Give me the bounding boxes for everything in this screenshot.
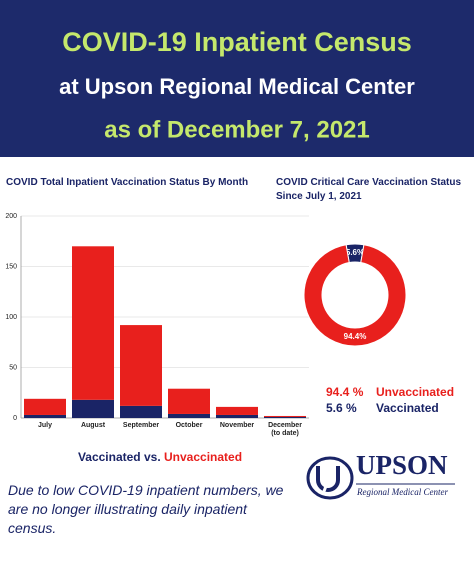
y-tick-label: 0: [13, 415, 17, 422]
legend-entry: Unvaccinated: [164, 450, 243, 464]
bar-segment: [72, 399, 114, 418]
y-tick-label: 200: [5, 213, 17, 220]
footer-note: Due to low COVID-19 inpatient numbers, w…: [8, 482, 284, 536]
donut-chart-title: COVID Critical Care Vaccination Status S…: [276, 177, 462, 202]
x-tick-label: December (to date): [268, 422, 302, 437]
x-tick-label: July: [37, 422, 52, 429]
logo-name: UPSON: [356, 450, 448, 480]
header-subtitle: at Upson Regional Medical Center: [59, 74, 415, 99]
bar-segment: [24, 398, 66, 415]
y-tick-label: 150: [5, 263, 17, 270]
x-tick-label: August: [80, 422, 106, 429]
bar-segment: [24, 414, 66, 418]
bar-segment: [168, 413, 210, 418]
x-tick-label: October: [175, 422, 203, 429]
y-tick-label: 100: [5, 314, 17, 321]
legend-value: 5.6 %: [326, 401, 357, 415]
slice-label: 5.6%: [346, 248, 364, 257]
header-band: [0, 0, 474, 157]
legend-entry: Vaccinated: [376, 401, 439, 415]
header-title: COVID-19 Inpatient Census: [62, 27, 412, 57]
logo-emblem: [306, 456, 354, 500]
legend-value: 94.4 %: [326, 385, 364, 399]
bar-segment: [72, 246, 114, 400]
x-tick-label: September: [122, 422, 160, 429]
x-tick-label: November: [219, 422, 255, 429]
bar-segment: [120, 325, 162, 406]
bar-segment: [120, 405, 162, 418]
legend-entry: Unvaccinated: [376, 385, 454, 399]
logo-tagline: Regional Medical Center: [356, 487, 448, 497]
bar-segment: [216, 406, 258, 415]
legend-entry: Vaccinated: [77, 450, 141, 464]
y-tick-label: 50: [9, 364, 17, 371]
bar-chart-title: COVID Total Inpatient Vaccination Status…: [6, 177, 249, 188]
donut-slice: [303, 244, 407, 347]
bar-segment: [264, 416, 306, 418]
bar-segment: [168, 388, 210, 414]
legend-separator: vs.: [143, 450, 161, 464]
header-date: as of December 7, 2021: [104, 116, 370, 143]
bar-segment: [264, 415, 306, 417]
slice-label: 94.4%: [344, 332, 367, 341]
bar-segment: [216, 414, 258, 418]
legend: Vaccinated vs. Unvaccinated: [0, 450, 320, 464]
